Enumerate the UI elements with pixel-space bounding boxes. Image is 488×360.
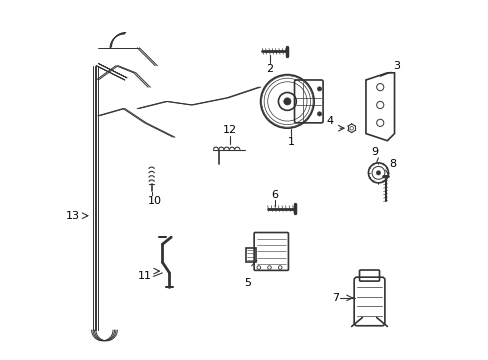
Circle shape <box>376 171 380 175</box>
Text: 2: 2 <box>265 64 272 74</box>
Circle shape <box>278 266 282 269</box>
Text: 7: 7 <box>331 293 339 303</box>
Text: 11: 11 <box>137 271 151 282</box>
Text: 4: 4 <box>326 116 333 126</box>
Circle shape <box>317 112 321 116</box>
Circle shape <box>317 87 321 91</box>
Text: 10: 10 <box>148 196 162 206</box>
Circle shape <box>267 266 271 269</box>
Text: 12: 12 <box>223 125 237 135</box>
Text: 6: 6 <box>271 190 278 200</box>
Text: 5: 5 <box>244 278 251 288</box>
Text: 3: 3 <box>392 61 399 71</box>
Circle shape <box>283 98 290 105</box>
Text: 8: 8 <box>388 159 395 169</box>
Text: 1: 1 <box>287 137 294 147</box>
Circle shape <box>257 266 260 269</box>
Text: 9: 9 <box>370 147 378 157</box>
Text: 13: 13 <box>66 211 80 221</box>
Bar <box>246 248 256 262</box>
